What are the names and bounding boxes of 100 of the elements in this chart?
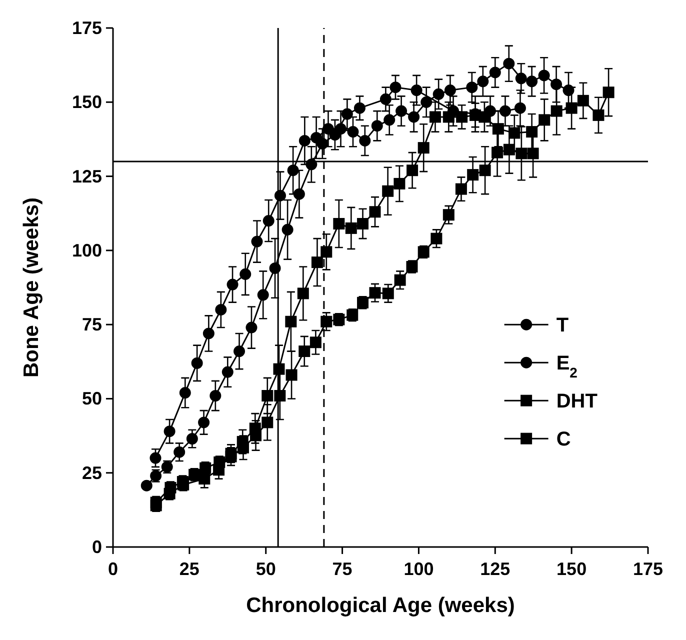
x-tick-label: 100 bbox=[404, 559, 434, 579]
point bbox=[418, 142, 430, 154]
x-tick-label: 175 bbox=[632, 559, 664, 579]
legend-label: E$_{2}$ bbox=[556, 352, 578, 381]
y-tick-label: 125 bbox=[72, 166, 102, 186]
x-tick-label: 150 bbox=[556, 559, 587, 579]
point bbox=[282, 224, 294, 236]
point bbox=[310, 336, 322, 348]
y-tick-label: 150 bbox=[72, 92, 102, 112]
point bbox=[538, 70, 550, 82]
point bbox=[382, 288, 394, 300]
point bbox=[467, 169, 479, 181]
point bbox=[237, 442, 249, 454]
point bbox=[274, 190, 286, 202]
point bbox=[455, 183, 467, 195]
y-tick-label: 100 bbox=[72, 240, 102, 260]
x-tick-label: 0 bbox=[108, 559, 118, 579]
point bbox=[499, 105, 511, 117]
point bbox=[516, 148, 528, 160]
point bbox=[515, 72, 527, 84]
point bbox=[174, 446, 186, 458]
point bbox=[577, 94, 589, 106]
point bbox=[420, 96, 432, 108]
point bbox=[298, 134, 310, 146]
point bbox=[478, 111, 490, 123]
point bbox=[246, 322, 258, 334]
point bbox=[186, 433, 198, 444]
point bbox=[320, 246, 332, 258]
point bbox=[369, 206, 381, 218]
point bbox=[514, 102, 526, 114]
point bbox=[333, 218, 345, 230]
point bbox=[240, 268, 252, 280]
point bbox=[492, 146, 504, 158]
point bbox=[198, 416, 210, 428]
point bbox=[298, 346, 310, 358]
point bbox=[526, 76, 538, 88]
point bbox=[489, 66, 501, 78]
point bbox=[371, 120, 383, 132]
point bbox=[140, 480, 152, 492]
point bbox=[456, 111, 468, 123]
point bbox=[357, 218, 369, 230]
point bbox=[215, 304, 227, 316]
point bbox=[250, 430, 262, 442]
point bbox=[164, 426, 176, 438]
point bbox=[251, 236, 263, 248]
point bbox=[538, 114, 550, 126]
point bbox=[262, 390, 274, 402]
point bbox=[297, 288, 309, 300]
point bbox=[442, 111, 454, 123]
point bbox=[396, 105, 408, 117]
point bbox=[380, 93, 392, 105]
point bbox=[408, 111, 420, 123]
point bbox=[191, 357, 203, 369]
point bbox=[150, 452, 162, 464]
point bbox=[225, 450, 237, 462]
point bbox=[257, 289, 269, 301]
point bbox=[310, 132, 322, 144]
point bbox=[222, 366, 234, 378]
point bbox=[234, 346, 246, 358]
point bbox=[210, 390, 222, 402]
point bbox=[390, 82, 402, 94]
point bbox=[527, 148, 539, 160]
point bbox=[202, 328, 214, 340]
point bbox=[369, 287, 381, 299]
x-tick-label: 25 bbox=[179, 559, 200, 579]
point bbox=[432, 88, 444, 100]
point bbox=[274, 390, 286, 402]
y-tick-label: 25 bbox=[82, 462, 102, 483]
point bbox=[354, 102, 366, 114]
x-tick-label: 75 bbox=[332, 559, 352, 579]
y-axis-title: Bone Age (weeks) bbox=[20, 197, 43, 378]
point bbox=[503, 144, 515, 156]
point bbox=[444, 84, 456, 96]
x-tick-label: 50 bbox=[256, 559, 276, 579]
point bbox=[347, 126, 359, 138]
point bbox=[335, 123, 347, 135]
point bbox=[503, 58, 515, 70]
point bbox=[285, 316, 297, 328]
point bbox=[382, 185, 394, 197]
point bbox=[566, 102, 578, 114]
point bbox=[466, 82, 478, 94]
point bbox=[306, 158, 318, 170]
point bbox=[341, 108, 353, 120]
point bbox=[226, 278, 238, 290]
y-tick-label: 175 bbox=[72, 18, 102, 38]
point bbox=[179, 387, 191, 399]
point bbox=[442, 209, 454, 221]
legend-label: C bbox=[556, 428, 571, 451]
y-tick-label: 50 bbox=[82, 388, 102, 409]
point bbox=[592, 109, 604, 121]
point bbox=[479, 164, 491, 176]
point bbox=[406, 164, 418, 176]
point bbox=[262, 416, 274, 428]
point bbox=[602, 86, 614, 98]
y-tick-label: 75 bbox=[82, 314, 102, 335]
point bbox=[394, 274, 406, 286]
point bbox=[550, 105, 562, 117]
point bbox=[287, 164, 299, 176]
point bbox=[311, 256, 323, 268]
point bbox=[293, 188, 305, 200]
